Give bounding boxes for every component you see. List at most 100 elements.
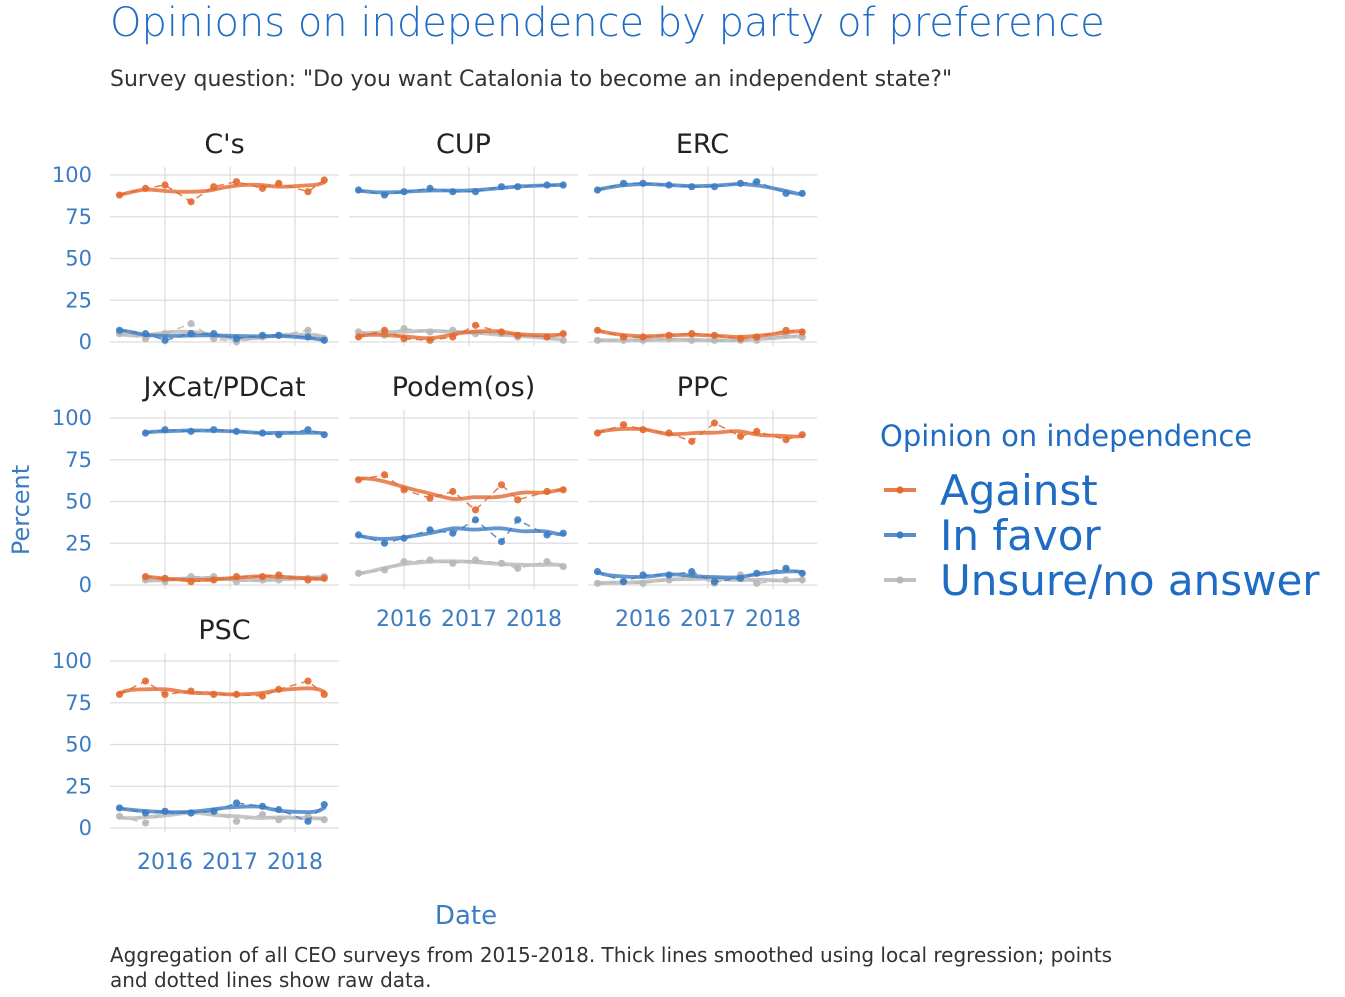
data-point	[688, 336, 696, 344]
x-tick-label: 2016	[376, 607, 432, 632]
data-point	[187, 687, 195, 695]
data-point	[304, 333, 312, 341]
data-point	[161, 426, 169, 434]
data-point	[210, 576, 218, 584]
data-point	[258, 573, 267, 581]
y-tick-label: 75	[65, 448, 92, 472]
data-point	[593, 326, 602, 334]
data-point	[449, 188, 457, 196]
data-point	[210, 330, 218, 338]
data-point	[210, 426, 218, 434]
data-point	[354, 531, 363, 539]
series-against	[141, 571, 328, 586]
data-point	[426, 494, 434, 502]
y-axis-label: Percent	[7, 465, 35, 555]
data-point	[639, 426, 647, 434]
smoothed-line	[595, 328, 805, 339]
data-point	[304, 426, 312, 434]
facet-strip-label: JxCat/PDCat	[141, 372, 305, 403]
data-point	[232, 573, 241, 581]
data-point	[639, 571, 647, 579]
smoothed-line	[595, 576, 805, 586]
data-point	[710, 578, 719, 586]
legend-item-against: Against	[884, 466, 1098, 515]
series-in-favor	[593, 564, 806, 586]
series-in-favor	[354, 516, 567, 547]
data-point	[187, 320, 195, 328]
data-point	[232, 335, 241, 343]
data-point	[449, 559, 457, 567]
y-tick-label: 0	[79, 816, 92, 840]
data-point	[115, 326, 124, 334]
data-point	[514, 331, 522, 339]
legend-title: Opinion on independence	[880, 419, 1252, 453]
data-point	[449, 529, 457, 537]
data-point	[497, 559, 506, 567]
data-point	[161, 690, 169, 699]
data-point	[354, 186, 363, 194]
data-point	[688, 437, 696, 445]
data-point	[710, 419, 719, 427]
data-point	[559, 486, 567, 494]
data-point	[782, 564, 790, 572]
data-point	[619, 179, 628, 187]
data-point	[400, 486, 408, 494]
data-point	[187, 198, 195, 206]
data-point	[115, 804, 124, 812]
data-point	[471, 556, 480, 564]
data-point	[400, 558, 408, 566]
data-point	[304, 817, 312, 825]
data-point	[449, 333, 457, 341]
x-tick-label: 2018	[745, 607, 801, 632]
smoothed-line	[117, 180, 327, 197]
data-point	[258, 429, 267, 437]
data-point	[688, 330, 696, 338]
data-point	[619, 333, 628, 341]
y-tick-label: 50	[65, 733, 92, 757]
data-point	[320, 336, 328, 344]
caption-line-1: Aggregation of all CEO surveys from 2015…	[110, 943, 1112, 967]
facet-psc: PSC 0 25 50 75 100 2016 2017 2018	[52, 615, 339, 875]
y-tick-label: 25	[65, 288, 92, 312]
data-point	[258, 811, 267, 819]
data-point	[449, 487, 457, 496]
data-point	[514, 564, 522, 572]
data-point	[187, 809, 195, 817]
data-point	[320, 176, 328, 184]
smoothed-line	[356, 182, 566, 195]
data-point	[688, 568, 696, 576]
data-point	[161, 181, 169, 189]
raw-data-line	[358, 518, 564, 545]
y-tick-label: 0	[79, 573, 92, 597]
data-point	[187, 427, 195, 435]
data-point	[497, 328, 506, 336]
data-point	[115, 690, 124, 699]
data-point	[665, 181, 673, 189]
data-point	[710, 336, 719, 344]
data-point	[232, 817, 241, 825]
smoothed-line	[356, 476, 566, 501]
data-point	[187, 330, 195, 338]
data-point	[736, 179, 745, 187]
smoothed-line	[595, 426, 805, 439]
y-tick-label: 0	[79, 330, 92, 354]
data-point	[275, 571, 283, 579]
series-in-favor	[115, 326, 328, 344]
series-in-favor	[593, 178, 806, 197]
data-point	[593, 186, 602, 194]
series-against	[115, 677, 328, 700]
data-point	[232, 690, 241, 699]
data-point	[115, 191, 124, 199]
data-point	[232, 178, 241, 186]
smoothed-line	[356, 559, 566, 576]
data-point	[320, 690, 328, 699]
data-point	[710, 331, 719, 339]
data-point	[471, 321, 480, 329]
data-point	[710, 183, 719, 191]
data-point	[354, 333, 363, 341]
series-in-favor	[141, 426, 328, 439]
data-point	[400, 325, 408, 333]
data-point	[426, 336, 434, 344]
x-tick-label: 2018	[267, 850, 323, 875]
y-tick-label: 50	[65, 247, 92, 271]
